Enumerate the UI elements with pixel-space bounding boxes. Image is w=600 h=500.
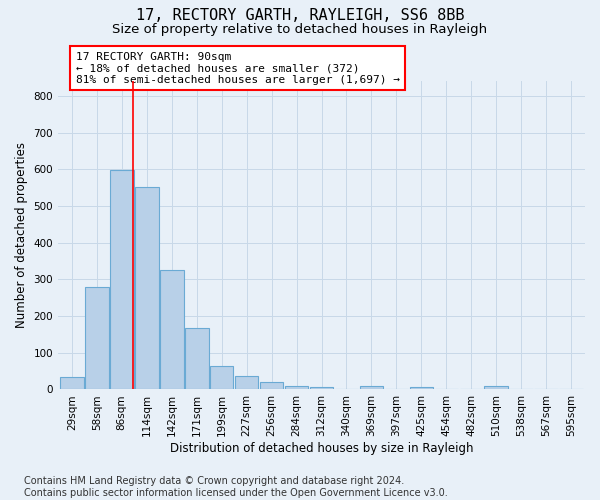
Bar <box>410 386 433 390</box>
Text: 17 RECTORY GARTH: 90sqm
← 18% of detached houses are smaller (372)
81% of semi-d: 17 RECTORY GARTH: 90sqm ← 18% of detache… <box>76 52 400 85</box>
Bar <box>60 376 83 390</box>
Text: Contains HM Land Registry data © Crown copyright and database right 2024.
Contai: Contains HM Land Registry data © Crown c… <box>24 476 448 498</box>
Bar <box>359 386 383 390</box>
Text: 17, RECTORY GARTH, RAYLEIGH, SS6 8BB: 17, RECTORY GARTH, RAYLEIGH, SS6 8BB <box>136 8 464 22</box>
Bar <box>484 386 508 390</box>
X-axis label: Distribution of detached houses by size in Rayleigh: Distribution of detached houses by size … <box>170 442 473 455</box>
Bar <box>210 366 233 390</box>
Bar <box>85 286 109 390</box>
Bar <box>284 386 308 390</box>
Bar <box>310 386 334 390</box>
Y-axis label: Number of detached properties: Number of detached properties <box>15 142 28 328</box>
Bar <box>260 382 283 390</box>
Text: Size of property relative to detached houses in Rayleigh: Size of property relative to detached ho… <box>112 24 488 36</box>
Bar <box>135 187 158 390</box>
Bar <box>235 376 259 390</box>
Bar <box>110 170 134 390</box>
Bar <box>185 328 209 390</box>
Bar <box>160 270 184 390</box>
